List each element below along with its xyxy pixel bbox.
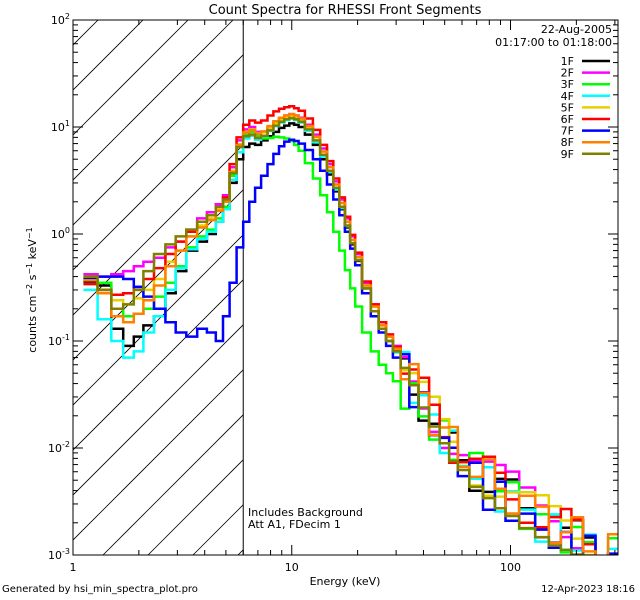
plot-frame bbox=[72, 19, 619, 556]
y-axis-label: counts cm−2 s−1 keV−1 bbox=[25, 227, 39, 352]
y-tick-label: 102 bbox=[51, 12, 70, 27]
x-tick-label: 100 bbox=[500, 561, 521, 574]
series-line-2F bbox=[83, 112, 618, 555]
time-range-annotation: 01:17:00 to 01:18:00 bbox=[495, 36, 612, 49]
y-tick-label: 100 bbox=[51, 226, 70, 241]
legend-label: 5F bbox=[561, 101, 574, 114]
y-tick-label: 10-3 bbox=[48, 547, 70, 562]
y-tick-label: 10-2 bbox=[48, 440, 70, 455]
legend-label: 1F bbox=[561, 55, 574, 68]
legend-label: 2F bbox=[561, 67, 574, 80]
footer-timestamp: 12-Apr-2023 18:16 bbox=[541, 584, 635, 595]
series-line-9F bbox=[83, 116, 597, 555]
legend-label: 4F bbox=[561, 90, 574, 103]
chart-title: Count Spectra for RHESSI Front Segments bbox=[209, 3, 482, 18]
x-tick-label: 10 bbox=[285, 561, 299, 574]
legend-label: 3F bbox=[561, 78, 574, 91]
background-note: Includes Background bbox=[248, 506, 363, 519]
x-tick-label: 1 bbox=[70, 561, 77, 574]
attenuator-note: Att A1, FDecim 1 bbox=[248, 518, 341, 531]
generated-by-note: Generated by hsi_min_spectra_plot.pro bbox=[2, 584, 198, 595]
legend-label: 7F bbox=[561, 125, 574, 138]
series-line-5F bbox=[83, 114, 597, 555]
x-axis-label: Energy (keV) bbox=[310, 575, 381, 588]
legend-label: 9F bbox=[561, 148, 574, 161]
date-annotation: 22-Aug-2005 bbox=[541, 23, 612, 36]
series-line-3F bbox=[83, 130, 618, 555]
y-tick-label: 101 bbox=[51, 119, 70, 134]
legend-label: 6F bbox=[561, 113, 574, 126]
legend-label: 8F bbox=[561, 136, 574, 149]
svg-text:counts cm−2 s−1 keV−1: counts cm−2 s−1 keV−1 bbox=[25, 227, 39, 352]
y-tick-label: 10-1 bbox=[48, 333, 70, 348]
